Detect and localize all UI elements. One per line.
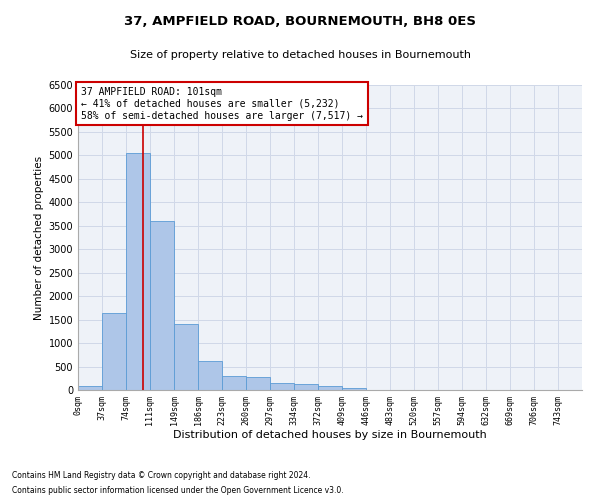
Bar: [342, 388, 366, 390]
Bar: [102, 312, 126, 390]
Bar: [270, 383, 294, 390]
Text: 37, AMPFIELD ROAD, BOURNEMOUTH, BH8 0ES: 37, AMPFIELD ROAD, BOURNEMOUTH, BH8 0ES: [124, 15, 476, 28]
Bar: [222, 376, 246, 390]
Text: Contains HM Land Registry data © Crown copyright and database right 2024.: Contains HM Land Registry data © Crown c…: [12, 471, 311, 480]
Bar: [198, 362, 222, 390]
Bar: [246, 377, 270, 390]
Bar: [174, 324, 198, 390]
Bar: [294, 384, 318, 390]
Bar: [126, 152, 150, 390]
Text: Size of property relative to detached houses in Bournemouth: Size of property relative to detached ho…: [130, 50, 470, 60]
Bar: [150, 221, 173, 390]
Y-axis label: Number of detached properties: Number of detached properties: [34, 156, 44, 320]
Bar: [78, 386, 102, 390]
Bar: [319, 386, 342, 390]
X-axis label: Distribution of detached houses by size in Bournemouth: Distribution of detached houses by size …: [173, 430, 487, 440]
Text: Contains public sector information licensed under the Open Government Licence v3: Contains public sector information licen…: [12, 486, 344, 495]
Text: 37 AMPFIELD ROAD: 101sqm
← 41% of detached houses are smaller (5,232)
58% of sem: 37 AMPFIELD ROAD: 101sqm ← 41% of detach…: [81, 88, 363, 120]
